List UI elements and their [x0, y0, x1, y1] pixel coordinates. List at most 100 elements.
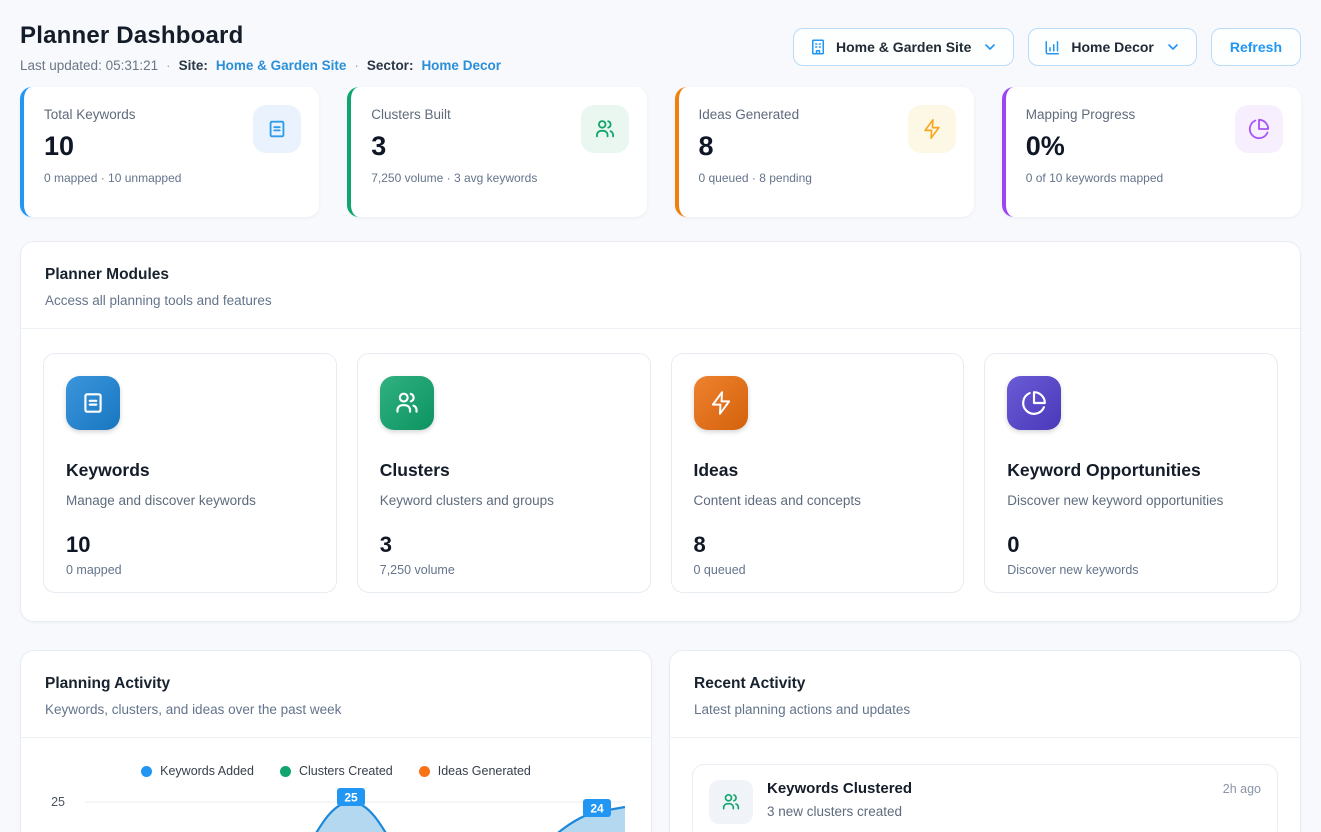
refresh-button[interactable]: Refresh: [1210, 28, 1301, 66]
sector-select-value: Home Decor: [1071, 39, 1154, 55]
module-stat: 0: [1007, 532, 1020, 557]
stat-label: Clusters Built: [371, 107, 451, 122]
legend-item-clusters-created[interactable]: Clusters Created: [279, 764, 393, 778]
stat-label: Total Keywords: [44, 107, 136, 122]
stat-value: 3: [371, 131, 387, 161]
stat-value: 8: [698, 131, 714, 161]
stat-card-total-keywords: Total Keywords 10 0 mapped · 10 unmapped: [20, 87, 320, 217]
lightning-icon: [907, 105, 956, 153]
activity-description: 3 new clusters created: [767, 804, 903, 819]
module-stat: 3: [379, 532, 392, 557]
panel-title: Planning Activity: [45, 675, 171, 692]
legend-label: Ideas Generated: [437, 764, 531, 778]
modules-grid: Keywords Manage and discover keywords 10…: [21, 329, 1300, 621]
module-description: Manage and discover keywords: [66, 493, 256, 508]
point-label-24: 24: [583, 799, 611, 817]
planner-modules-header: Planner Modules Access all planning tool…: [21, 242, 1300, 329]
panel-subtitle: Latest planning actions and updates: [694, 702, 911, 717]
recent-activity-panel: Recent Activity Latest planning actions …: [669, 650, 1301, 832]
users-icon: [379, 376, 434, 430]
area-fill: [316, 802, 625, 832]
module-stat-detail: 0 queued: [693, 563, 746, 577]
legend-item-keywords-added[interactable]: Keywords Added: [141, 764, 254, 778]
module-stat-detail: 0 mapped: [66, 563, 122, 577]
stat-label: Ideas Generated: [698, 107, 800, 122]
building-icon: [809, 38, 827, 56]
activity-area-chart: 25 25 24: [21, 788, 651, 832]
chevron-down-icon: [1165, 39, 1181, 55]
stat-cards-row: Total Keywords 10 0 mapped · 10 unmapped…: [20, 87, 1301, 217]
legend-label: Clusters Created: [298, 764, 393, 778]
planning-activity-header: Planning Activity Keywords, clusters, an…: [21, 651, 651, 738]
module-title: Ideas: [693, 460, 739, 480]
pie-chart-icon: [1007, 376, 1062, 430]
module-title: Clusters: [379, 460, 450, 480]
module-card-clusters[interactable]: Clusters Keyword clusters and groups 3 7…: [356, 353, 651, 593]
module-stat-detail: 7,250 volume: [379, 563, 455, 577]
header-controls: Home & Garden Site Home Decor: [793, 28, 1301, 66]
activity-timestamp: 2h ago: [1222, 782, 1261, 796]
module-card-keyword-opportunities[interactable]: Keyword Opportunities Discover new keywo…: [984, 353, 1278, 593]
site-select-dropdown[interactable]: Home & Garden Site: [793, 28, 1015, 66]
point-label-25: 25: [337, 788, 365, 806]
y-axis-tick: 25: [51, 795, 65, 809]
legend-dot: [418, 765, 430, 777]
panel-title: Planner Modules: [45, 266, 170, 283]
stat-detail: 0 of 10 keywords mapped: [1025, 171, 1164, 185]
planner-modules-panel: Planner Modules Access all planning tool…: [20, 241, 1301, 622]
stat-detail: 7,250 volume · 3 avg keywords: [371, 171, 538, 185]
module-description: Discover new keyword opportunities: [1007, 493, 1224, 508]
site-link[interactable]: Home & Garden Site: [215, 58, 347, 73]
stat-card-mapping-progress: Mapping Progress 0% 0 of 10 keywords map…: [1001, 87, 1301, 217]
module-stat: 10: [66, 532, 91, 557]
page-header: Planner Dashboard Last updated: 05:31:21…: [20, 0, 1301, 73]
module-description: Keyword clusters and groups: [379, 493, 554, 508]
stat-card-ideas-generated: Ideas Generated 8 0 queued · 8 pending: [674, 87, 974, 217]
legend-dot: [141, 765, 153, 777]
pie-chart-icon: [1235, 105, 1283, 153]
module-description: Content ideas and concepts: [693, 493, 861, 508]
chevron-down-icon: [982, 39, 998, 55]
site-label: Site:: [178, 58, 208, 73]
meta-separator: ·: [354, 58, 359, 73]
module-card-ideas[interactable]: Ideas Content ideas and concepts 8 0 que…: [670, 353, 965, 593]
legend-dot: [279, 765, 291, 777]
module-stat-detail: Discover new keywords: [1007, 563, 1139, 577]
stat-detail: 0 mapped · 10 unmapped: [44, 171, 182, 185]
svg-text:25: 25: [344, 791, 358, 805]
module-title: Keywords: [66, 460, 150, 480]
panel-subtitle: Access all planning tools and features: [45, 293, 272, 308]
sector-link[interactable]: Home Decor: [421, 58, 501, 73]
module-title: Keyword Opportunities: [1007, 460, 1201, 480]
recent-activity-header: Recent Activity Latest planning actions …: [670, 651, 1300, 738]
chart-legend: Keywords Added Clusters Created Ideas Ge…: [21, 764, 651, 778]
meta-separator: ·: [166, 58, 171, 73]
page-title: Planner Dashboard: [20, 22, 244, 49]
panel-title: Recent Activity: [694, 675, 806, 692]
lightning-icon: [693, 376, 748, 430]
stat-card-clusters-built: Clusters Built 3 7,250 volume · 3 avg ke…: [347, 87, 647, 217]
module-card-keywords[interactable]: Keywords Manage and discover keywords 10…: [43, 353, 337, 593]
stat-detail: 0 queued · 8 pending: [698, 171, 812, 185]
planning-activity-panel: Planning Activity Keywords, clusters, an…: [20, 650, 652, 832]
stat-value: 0%: [1025, 131, 1065, 161]
page-meta: Last updated: 05:31:21 · Site: Home & Ga…: [20, 58, 501, 73]
stat-label: Mapping Progress: [1025, 107, 1136, 122]
document-lines-icon: [253, 105, 302, 153]
legend-item-ideas-generated[interactable]: Ideas Generated: [418, 764, 531, 778]
activity-title: Keywords Clustered: [767, 780, 913, 797]
sector-select-dropdown[interactable]: Home Decor: [1028, 28, 1197, 66]
activity-item-keywords-clustered[interactable]: Keywords Clustered 2h ago 3 new clusters…: [692, 764, 1278, 832]
sector-label: Sector:: [366, 58, 414, 73]
module-stat: 8: [693, 532, 706, 557]
users-icon: [709, 780, 753, 824]
document-lines-icon: [66, 376, 120, 430]
chart-plot-area: 25 24: [85, 788, 626, 832]
site-select-value: Home & Garden Site: [836, 39, 972, 55]
stat-value: 10: [44, 131, 75, 161]
last-updated-text: Last updated: 05:31:21: [20, 58, 159, 73]
recent-activity-list: Keywords Clustered 2h ago 3 new clusters…: [670, 738, 1300, 832]
svg-text:24: 24: [590, 802, 604, 816]
users-icon: [580, 105, 629, 153]
panel-subtitle: Keywords, clusters, and ideas over the p…: [45, 702, 342, 717]
